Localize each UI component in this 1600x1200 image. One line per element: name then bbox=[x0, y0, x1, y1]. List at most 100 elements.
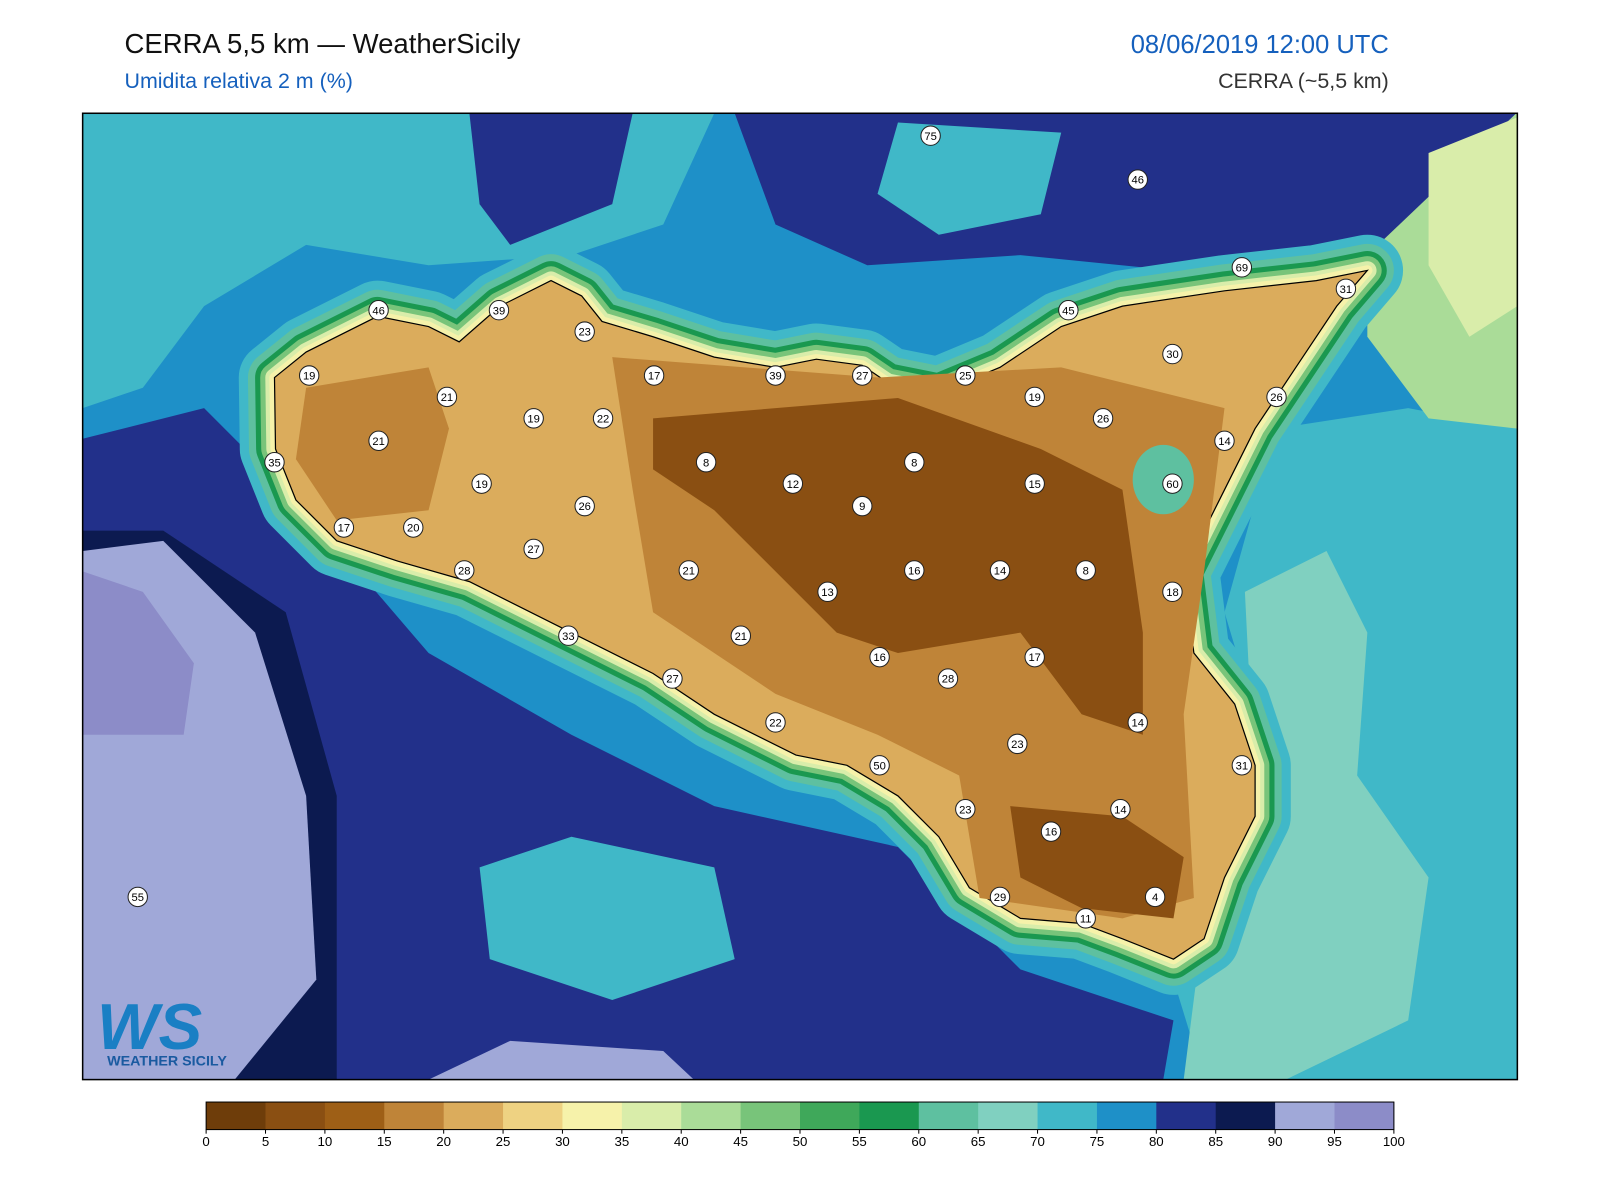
station-value: 50 bbox=[873, 760, 885, 772]
colorbar-tick-label: 50 bbox=[793, 1134, 808, 1149]
colorbar-segment bbox=[1156, 1102, 1217, 1130]
date: 08/06/2019 12:00 UTC bbox=[1131, 31, 1389, 59]
colorbar-segment bbox=[443, 1102, 504, 1130]
station-marker bbox=[852, 495, 873, 517]
station-value: 55 bbox=[132, 892, 144, 904]
colorbar-segment bbox=[324, 1102, 385, 1130]
station-value: 19 bbox=[475, 479, 487, 491]
station-value: 23 bbox=[578, 327, 590, 339]
station-marker bbox=[523, 538, 544, 560]
colorbar-tick-label: 35 bbox=[614, 1134, 629, 1149]
colorbar-tick-label: 100 bbox=[1383, 1134, 1405, 1149]
station-marker bbox=[368, 300, 389, 321]
model: CERRA (~5,5 km) bbox=[1218, 69, 1389, 93]
colorbar-tick-label: 20 bbox=[436, 1134, 451, 1149]
station-marker bbox=[1075, 908, 1096, 929]
zone bbox=[877, 122, 1062, 235]
station-marker bbox=[989, 560, 1011, 581]
colorbar-tick-label: 95 bbox=[1327, 1134, 1342, 1149]
station-value: 18 bbox=[1166, 587, 1178, 599]
colorbar-tick-label: 10 bbox=[318, 1134, 333, 1149]
station-value: 26 bbox=[578, 501, 590, 513]
station-marker bbox=[471, 473, 492, 494]
station-marker bbox=[904, 560, 925, 581]
station-value: 21 bbox=[441, 392, 453, 404]
station-value: 46 bbox=[1132, 175, 1144, 187]
station-marker bbox=[730, 625, 752, 646]
zone bbox=[82, 571, 194, 735]
station-value: 20 bbox=[407, 523, 419, 535]
station-value: 22 bbox=[769, 718, 781, 730]
zone bbox=[1183, 551, 1429, 1080]
station-marker bbox=[523, 408, 544, 429]
station-marker bbox=[989, 886, 1011, 908]
station-value: 8 bbox=[911, 457, 917, 469]
station-marker bbox=[695, 452, 717, 473]
colorbar-segment bbox=[800, 1102, 860, 1130]
station-marker bbox=[1231, 755, 1253, 776]
station-value: 28 bbox=[458, 565, 470, 577]
colorbar-tick-label: 90 bbox=[1268, 1134, 1283, 1149]
station-value: 60 bbox=[1166, 479, 1178, 491]
station-value: 23 bbox=[1011, 739, 1023, 751]
station-value: 33 bbox=[562, 631, 574, 643]
station-marker bbox=[574, 321, 595, 342]
station-marker bbox=[1144, 886, 1166, 908]
station-marker bbox=[869, 646, 890, 668]
colorbar-segment bbox=[503, 1102, 563, 1130]
station-value: 45 bbox=[1062, 305, 1074, 317]
zone bbox=[469, 113, 633, 245]
station-value: 4 bbox=[1152, 892, 1158, 904]
station-marker bbox=[1335, 278, 1357, 299]
colorbar-tick-label: 40 bbox=[674, 1134, 689, 1149]
station-marker bbox=[955, 365, 976, 386]
colorbar-tick-label: 5 bbox=[262, 1134, 269, 1149]
station-value: 31 bbox=[1236, 760, 1248, 772]
station-value: 75 bbox=[924, 131, 936, 143]
colorbar: 0 5 10 15 20 25 30 35 40 45 50 55 60 65 70 75 80 85 90 95 10… bbox=[202, 1101, 1405, 1149]
colorbar-tick-label: 0 bbox=[202, 1134, 209, 1149]
station-marker bbox=[592, 408, 614, 429]
station-marker bbox=[1024, 646, 1045, 668]
colorbar-tick-label: 70 bbox=[1030, 1134, 1045, 1149]
colorbar-tick-label: 65 bbox=[971, 1134, 986, 1149]
colorbar-segment bbox=[562, 1102, 623, 1130]
station-marker bbox=[127, 886, 148, 908]
station-value: 12 bbox=[787, 479, 799, 491]
station-marker bbox=[1075, 560, 1096, 581]
station-value: 35 bbox=[268, 457, 280, 469]
station-marker bbox=[454, 560, 475, 581]
station-marker bbox=[1162, 343, 1183, 365]
station-marker bbox=[1127, 169, 1148, 190]
station-marker bbox=[1231, 257, 1253, 278]
colorbar-tick-label: 15 bbox=[377, 1134, 392, 1149]
station-value: 27 bbox=[527, 544, 539, 556]
station-value: 21 bbox=[372, 436, 384, 448]
station-value: 8 bbox=[1083, 565, 1089, 577]
colorbar-tick-label: 60 bbox=[911, 1134, 926, 1149]
station-value: 39 bbox=[769, 371, 781, 383]
station-value: 14 bbox=[1132, 718, 1144, 730]
station-value: 31 bbox=[1340, 284, 1352, 296]
station-marker bbox=[1266, 386, 1287, 408]
station-marker bbox=[1162, 473, 1183, 494]
station-marker bbox=[1007, 733, 1028, 755]
station-marker bbox=[558, 625, 579, 646]
station-value: 15 bbox=[1028, 479, 1040, 491]
colorbar-segment bbox=[1334, 1102, 1395, 1130]
colorbar-segment bbox=[740, 1102, 801, 1130]
colorbar-tick-label: 85 bbox=[1208, 1134, 1223, 1149]
station-value: 13 bbox=[821, 587, 833, 599]
station-value: 27 bbox=[666, 674, 678, 686]
station-marker bbox=[955, 798, 976, 820]
colorbar-segment bbox=[859, 1102, 920, 1130]
station-marker bbox=[1162, 581, 1183, 603]
colorbar-tick-label: 80 bbox=[1149, 1134, 1164, 1149]
logo-caption: WEATHER SICILY bbox=[107, 1053, 227, 1069]
zone bbox=[479, 836, 735, 1000]
station-value: 26 bbox=[1097, 413, 1109, 425]
station-value: 9 bbox=[859, 501, 865, 513]
colorbar-tick-label: 30 bbox=[555, 1134, 570, 1149]
station-value: 28 bbox=[942, 674, 954, 686]
